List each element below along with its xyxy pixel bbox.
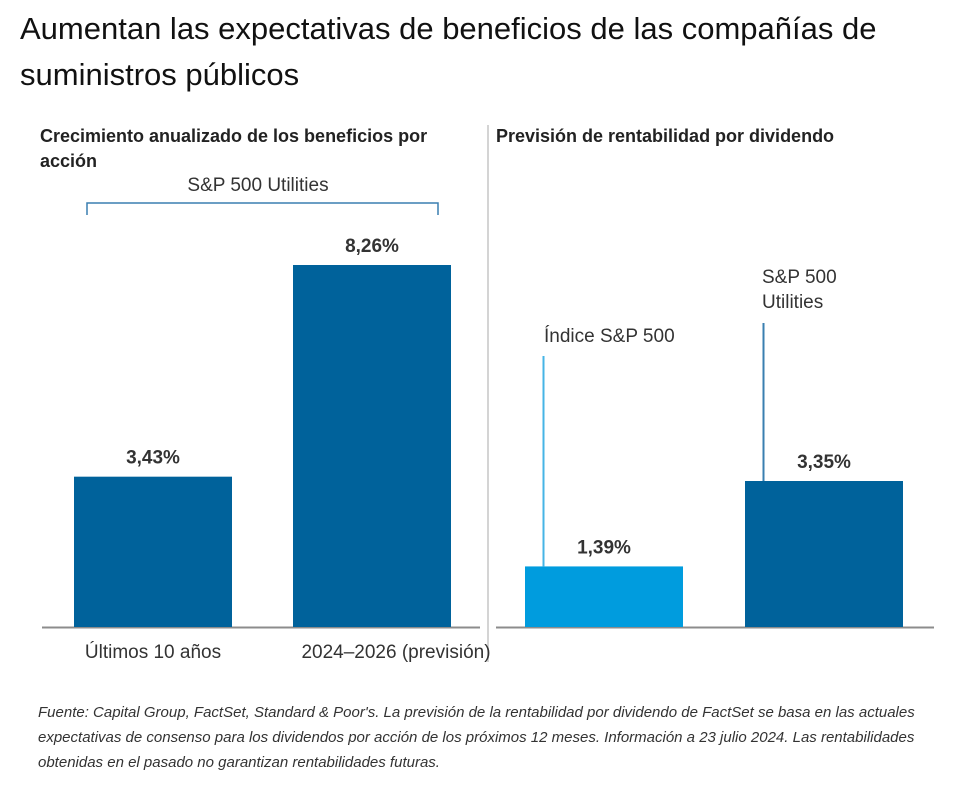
charts-canvas: S&P 500 Utilities 3,43% Últimos 10 años 8,… — [42, 175, 934, 663]
page-title: Aumentan las expectativas de beneficios … — [20, 11, 877, 92]
source-footnote: Fuente: Capital Group, FactSet, Standard… — [38, 704, 915, 771]
value-label: 8,26% — [345, 236, 399, 257]
dividend-yield-chart: 1,39% Índice S&P 500 3,35% S&P 500 Utilities — [496, 267, 934, 629]
category-label: Utilities — [762, 292, 823, 313]
category-label: Índice S&P 500 — [544, 326, 675, 347]
eps-growth-chart: S&P 500 Utilities 3,43% Últimos 10 años 8,… — [42, 175, 491, 663]
bar-1 — [293, 265, 451, 627]
bar-0 — [74, 476, 232, 627]
value-label: 3,35% — [797, 452, 851, 473]
bar-0 — [525, 566, 683, 627]
panel-divider — [487, 125, 489, 662]
value-label: 3,43% — [126, 448, 180, 469]
category-label: Últimos 10 años — [85, 641, 221, 663]
left-chart-title: Crecimiento anualizado de los beneficios… — [40, 126, 428, 171]
bar-1 — [745, 481, 903, 627]
value-label: 1,39% — [577, 537, 631, 558]
group-label: S&P 500 Utilities — [187, 175, 328, 196]
category-label: 2024–2026 (previsión) — [301, 642, 490, 663]
category-label: S&P 500 — [762, 267, 837, 288]
right-chart-title: Previsión de rentabilidad por dividendo — [496, 126, 835, 146]
group-bracket — [86, 202, 439, 215]
